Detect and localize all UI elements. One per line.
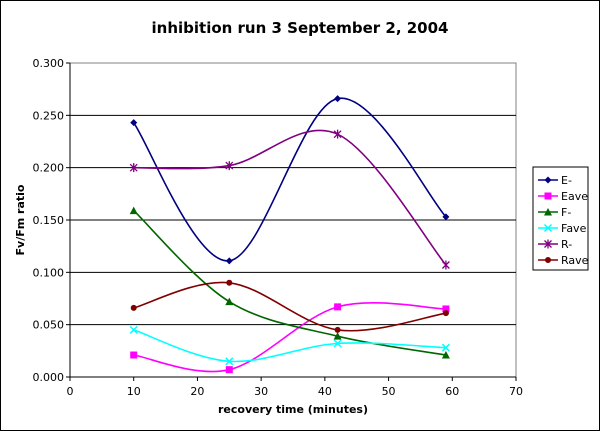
- x-tick-label: 10: [127, 385, 141, 398]
- legend-label: Eave: [561, 190, 588, 203]
- series-R-: [129, 129, 450, 270]
- series-E-: [130, 95, 450, 265]
- x-tick-label: 70: [509, 385, 523, 398]
- x-axis-label: recovery time (minutes): [218, 403, 368, 416]
- data-point: [130, 351, 138, 359]
- x-tick-label: 50: [382, 385, 396, 398]
- y-tick-label: 0.300: [33, 57, 65, 70]
- data-point: [333, 332, 342, 340]
- legend-marker: [545, 257, 551, 263]
- legend-entry: Rave: [538, 254, 589, 267]
- legend-entry: E-: [538, 174, 572, 187]
- legend-marker: [544, 192, 552, 200]
- legend-label: R-: [561, 238, 572, 251]
- y-tick-label: 0.250: [33, 109, 65, 122]
- data-point: [130, 119, 138, 127]
- legend-label: Rave: [561, 254, 589, 267]
- data-point: [225, 366, 233, 374]
- series-Fave: [129, 325, 450, 366]
- chart-title: inhibition run 3 September 2, 2004: [152, 19, 449, 37]
- legend: E- Eave F- Fave R- Rave: [532, 166, 589, 271]
- data-point: [333, 339, 342, 348]
- x-tick-label: 0: [67, 385, 74, 398]
- legend-label: Fave: [561, 222, 587, 235]
- x-tick-label: 40: [318, 385, 332, 398]
- data-point: [441, 343, 450, 352]
- legend-entry: F-: [538, 206, 571, 219]
- legend-marker: [544, 208, 552, 216]
- legend-box: [532, 166, 589, 271]
- legend-label: E-: [561, 174, 572, 187]
- data-point: [130, 304, 137, 311]
- data-point: [129, 163, 138, 173]
- data-point: [226, 279, 233, 286]
- legend-entry: Eave: [538, 190, 588, 203]
- y-tick-label: 0.000: [33, 371, 65, 384]
- y-tick-label: 0.200: [33, 162, 65, 175]
- data-point: [225, 161, 234, 171]
- legend-label: F-: [561, 206, 571, 219]
- data-point: [441, 351, 450, 359]
- y-tick-label: 0.150: [33, 214, 65, 227]
- legend-entry: Fave: [538, 222, 587, 235]
- series-line: [133, 329, 446, 363]
- data-point: [129, 206, 138, 215]
- x-tick-label: 60: [445, 385, 459, 398]
- series-Rave: [130, 279, 449, 333]
- data-point: [442, 305, 450, 313]
- x-tick-label: 30: [254, 385, 268, 398]
- data-point: [334, 95, 342, 103]
- data-point: [442, 213, 450, 221]
- data-point: [129, 325, 138, 334]
- x-tick-label: 20: [190, 385, 204, 398]
- legend-marker: [544, 239, 552, 249]
- data-point: [441, 260, 450, 270]
- data-point: [225, 257, 233, 265]
- series-line: [133, 281, 447, 332]
- legend-marker: [544, 176, 552, 184]
- series-line: [133, 210, 447, 356]
- series-line: [133, 129, 447, 266]
- data-point: [442, 310, 449, 317]
- series-group: [129, 95, 450, 374]
- series-Eave: [130, 302, 450, 374]
- series-line: [133, 302, 446, 373]
- data-point: [225, 357, 234, 366]
- data-point: [334, 326, 341, 333]
- series-F-: [129, 206, 450, 359]
- y-tick-label: 0.100: [33, 266, 65, 279]
- y-tick-label: 0.050: [33, 319, 65, 332]
- legend-marker: [543, 223, 553, 233]
- legend-entry: R-: [538, 238, 572, 251]
- axes: 0.000 0.050 0.100 0.150 0.200 0.250 0.300 0 10 20…: [33, 57, 524, 398]
- y-axis-label: Fv/Fm ratio: [14, 184, 27, 255]
- data-point: [333, 129, 342, 139]
- data-point: [334, 303, 342, 311]
- data-point: [225, 297, 234, 306]
- series-line: [133, 97, 447, 262]
